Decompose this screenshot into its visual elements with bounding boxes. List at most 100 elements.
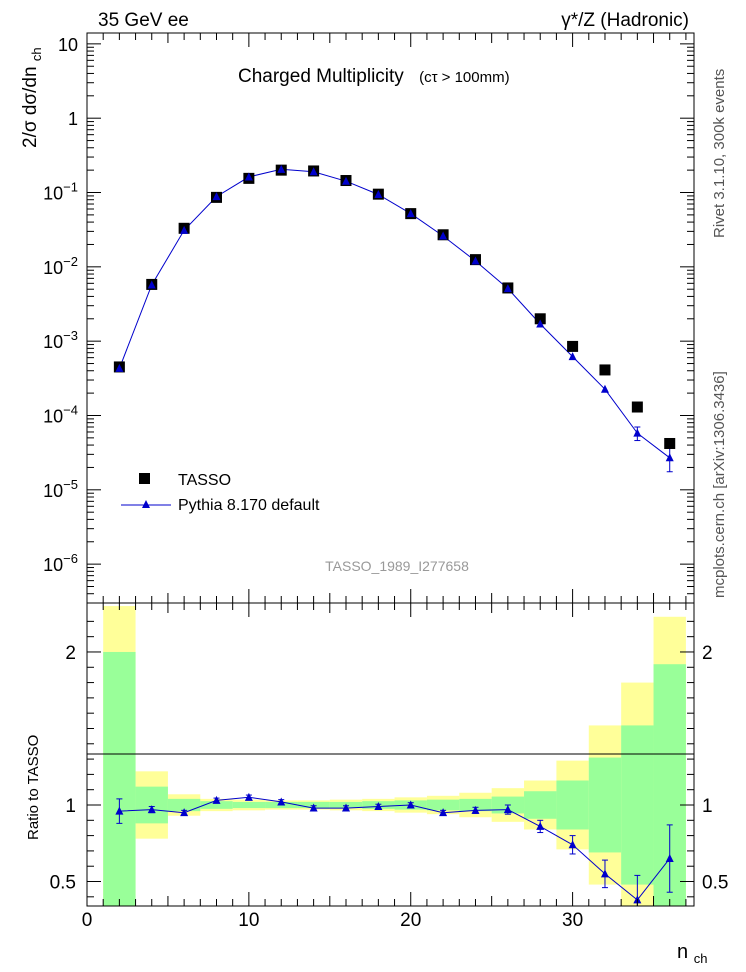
ratio-point — [147, 805, 156, 814]
legend: TASSO Pythia 8.170 default — [121, 472, 320, 514]
ratio-band-green — [200, 801, 233, 809]
main-y-tick-exp: −5 — [63, 477, 78, 492]
ratio-band-green — [588, 757, 622, 853]
main-y-tick-label: 10−2 — [43, 254, 78, 278]
ratio-point — [115, 806, 124, 815]
ratio-point — [536, 821, 545, 830]
pythia-point — [277, 164, 286, 173]
ratio-y-tick-label-left: 2 — [65, 643, 76, 664]
x-axis-label-text: n — [677, 941, 688, 963]
ratio-point — [406, 800, 415, 809]
ratio-y-axis-label: Ratio to TASSO — [25, 735, 42, 840]
main-y-tick-label: 10−4 — [43, 402, 78, 426]
mcplots-label: mcplots.cern.ch [arXiv:1306.3436] — [711, 371, 728, 598]
pythia-point — [341, 176, 350, 185]
ratio-point — [503, 805, 512, 814]
ratio-point — [277, 797, 286, 806]
ratio-band-green — [556, 780, 589, 830]
pythia-point — [244, 172, 253, 181]
ratio-y-tick-label-left: 1 — [65, 796, 76, 817]
ratio-point — [568, 840, 577, 849]
ratio-band-green — [103, 651, 136, 906]
analysis-label: TASSO_1989_I277658 — [325, 558, 469, 574]
pythia-point — [309, 167, 318, 176]
ratio-band-green — [232, 801, 266, 809]
ratio-point — [180, 808, 189, 817]
pythia-point — [439, 231, 448, 240]
legend-marker-pythia — [142, 500, 150, 508]
x-axis-label-sub: ch — [694, 951, 708, 966]
ratio-y-tick-label-right: 0.5 — [702, 873, 728, 894]
pythia-point — [665, 453, 674, 462]
tasso-point — [599, 364, 611, 376]
pythia-point — [180, 225, 189, 234]
main-y-tick-label: 10−5 — [43, 477, 78, 501]
tasso-point — [664, 437, 676, 449]
ratio-point — [471, 805, 480, 814]
pythia-point — [536, 319, 545, 328]
main-y-tick-label: 10−1 — [43, 180, 78, 204]
x-axis-label: n ch — [677, 941, 707, 966]
ratio-point — [665, 854, 674, 863]
pythia-point — [115, 363, 124, 372]
ratio-frame — [86, 602, 695, 907]
ratio-point — [309, 803, 318, 812]
main-y-tick-exp: −4 — [63, 402, 78, 417]
ratio-y-tick-label-right: 2 — [702, 643, 713, 664]
main-y-tick-base: 10 — [43, 332, 63, 352]
ratio-band-green — [621, 725, 654, 885]
ratio-panel: 0.5 0.51 12 20 10 20 30 Ratio to TASSO n ch — [25, 602, 728, 966]
chart-title: Charged Multiplicity (cτ > 100mm) — [238, 66, 510, 87]
main-y-tick-exp: −1 — [63, 180, 78, 195]
main-y-tick-base: 10 — [43, 184, 63, 204]
tasso-point — [534, 313, 546, 325]
main-y-axis-label-text: 2/σ dσ/dn — [20, 66, 41, 148]
ratio-band-green — [524, 791, 557, 819]
main-y-tick-base: 10 — [43, 555, 63, 575]
pythia-line — [118, 168, 671, 459]
ratio-y-tick-label-right: 1 — [702, 796, 713, 817]
main-y-axis-label: 2/σ dσ/dn ch — [20, 47, 44, 148]
energy-label: 35 GeV ee — [98, 10, 189, 31]
pythia-point — [212, 192, 221, 201]
ratio-point — [244, 792, 253, 801]
ratio-ticks: 0.5 0.51 12 20 10 20 30 — [50, 603, 728, 931]
ratio-line — [119, 796, 671, 901]
ratio-point — [600, 869, 609, 878]
main-y-tick-label: 1 — [68, 109, 78, 129]
main-marks — [113, 164, 676, 473]
x-tick-label: 10 — [238, 910, 259, 931]
pythia-point — [471, 256, 480, 265]
ratio-point — [341, 803, 350, 812]
main-y-tick-exp: −3 — [63, 328, 78, 343]
pythia-point — [633, 428, 642, 437]
ratio-marks — [115, 792, 674, 907]
ratio-point — [374, 802, 383, 811]
ratio-band-green — [426, 799, 460, 811]
ratio-point — [212, 795, 221, 804]
rivet-version-label: Rivet 3.1.10, 300k events — [711, 69, 728, 238]
process-label: γ*/Z (Hadronic) — [561, 10, 689, 31]
legend-label-tasso: TASSO — [178, 472, 231, 489]
pythia-point — [568, 352, 577, 361]
main-y-axis-label-sub: ch — [29, 47, 44, 61]
legend-marker-tasso — [139, 473, 150, 484]
ratio-band-green — [167, 798, 201, 812]
main-y-tick-base: 10 — [43, 406, 63, 426]
tasso-point — [567, 340, 579, 352]
ratio-bands — [103, 606, 686, 906]
ratio-y-tick-label-left: 0.5 — [50, 873, 76, 894]
ratio-band-green — [459, 798, 492, 812]
ratio-point — [439, 808, 448, 817]
main-y-tick-label: 10−3 — [43, 328, 78, 352]
chart-title-note: (cτ > 100mm) — [419, 69, 510, 86]
main-y-tick-exp: −2 — [63, 254, 78, 269]
pythia-point — [374, 190, 383, 199]
main-y-tick-label: 10 — [58, 35, 78, 55]
legend-label-pythia: Pythia 8.170 default — [178, 497, 320, 514]
pythia-point — [503, 284, 512, 293]
main-y-tick-base: 10 — [43, 258, 63, 278]
